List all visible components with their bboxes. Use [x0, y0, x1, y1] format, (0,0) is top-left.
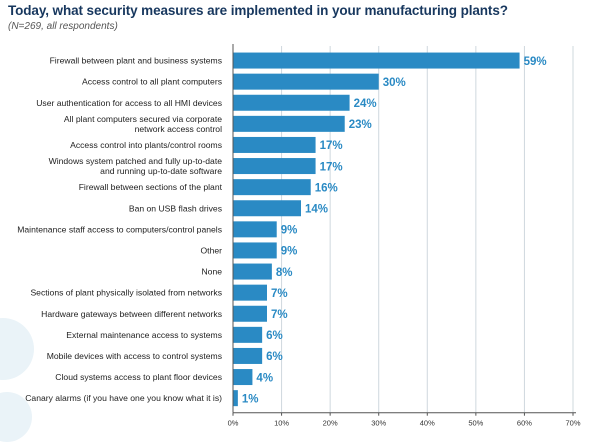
- bar: [233, 136, 316, 153]
- data-label: 1%: [242, 393, 259, 405]
- category-label: Access control into plants/control rooms: [70, 140, 222, 150]
- x-tick-label: 20%: [323, 419, 338, 428]
- data-label: 9%: [281, 225, 298, 237]
- x-tick-label: 50%: [468, 419, 483, 428]
- category-label: Maintenance staff access to computers/co…: [17, 224, 222, 234]
- x-tick-label: 60%: [517, 419, 532, 428]
- category-label: Sections of plant physically isolated fr…: [30, 288, 222, 298]
- data-label: 17%: [320, 140, 343, 152]
- category-label: Firewall between plant and business syst…: [50, 56, 222, 66]
- category-label: Cloud systems access to plant floor devi…: [55, 372, 222, 382]
- data-label: 17%: [320, 161, 343, 173]
- bar: [233, 179, 311, 196]
- bar: [233, 221, 277, 238]
- data-label: 9%: [281, 246, 298, 258]
- category-label: Windows system patched and fully up-to-d…: [49, 156, 223, 176]
- bar: [233, 158, 316, 175]
- data-label: 59%: [524, 56, 547, 68]
- x-tick-label: 10%: [274, 419, 289, 428]
- data-label: 16%: [315, 182, 338, 194]
- category-label: Ban on USB flash drives: [129, 203, 222, 213]
- bar: [233, 284, 267, 301]
- bar: [233, 390, 238, 407]
- data-label: 7%: [271, 288, 288, 300]
- bar: [233, 369, 253, 386]
- data-label: 14%: [305, 203, 328, 215]
- data-label: 7%: [271, 309, 288, 321]
- category-label: Canary alarms (if you have one you know …: [25, 393, 222, 403]
- data-label: 8%: [276, 267, 293, 279]
- bar: [233, 263, 272, 280]
- x-tick-label: 40%: [420, 419, 435, 428]
- data-label: 23%: [349, 119, 372, 131]
- bar: [233, 326, 263, 343]
- data-label: 30%: [383, 77, 406, 89]
- chart-subtitle: (N=269, all respondents): [8, 21, 118, 32]
- data-label: 4%: [256, 372, 273, 384]
- category-label: Firewall between sections of the plant: [79, 182, 223, 192]
- data-label: 24%: [354, 98, 377, 110]
- bar: [233, 52, 520, 69]
- category-label: All plant computers secured via corporat…: [64, 114, 222, 134]
- x-tick-label: 30%: [371, 419, 386, 428]
- category-label: Access control to all plant computers: [82, 77, 222, 87]
- category-label: Mobile devices with access to control sy…: [47, 351, 222, 361]
- category-label: Hardware gateways between different netw…: [41, 309, 222, 319]
- chart-title: Today, what security measures are implem…: [8, 3, 508, 18]
- bar: [233, 115, 345, 132]
- bar: [233, 94, 350, 111]
- x-tick-label: 70%: [565, 419, 580, 428]
- bar: [233, 242, 277, 259]
- data-label: 6%: [266, 351, 283, 363]
- bar: [233, 305, 267, 322]
- bar-chart: 59% Firewall between plant and business s…: [17, 44, 581, 428]
- bar: [233, 73, 379, 90]
- category-label: Other: [201, 245, 223, 255]
- data-label: 6%: [266, 330, 283, 342]
- bar: [233, 200, 301, 217]
- x-tick-label: 0%: [228, 419, 239, 428]
- bar: [233, 347, 263, 364]
- category-label: External maintenance access to systems: [66, 330, 222, 340]
- category-label: User authentication for access to all HM…: [36, 98, 222, 108]
- category-label: None: [201, 267, 222, 277]
